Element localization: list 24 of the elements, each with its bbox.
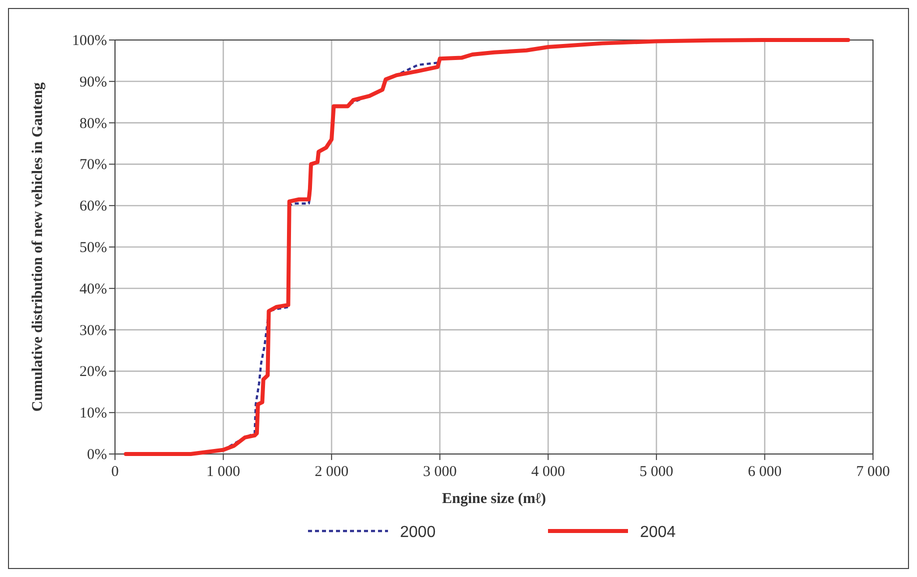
x-tick-label: 3 000 <box>422 464 457 480</box>
legend-label: 2000 <box>400 524 436 541</box>
x-tick-label: 5 000 <box>640 464 674 480</box>
y-tick-label: 20% <box>80 364 107 380</box>
y-tick-label: 50% <box>80 240 107 256</box>
x-tick-label: 2 000 <box>314 464 348 480</box>
y-tick-label: 10% <box>80 406 107 422</box>
y-tick-label: 90% <box>80 74 107 90</box>
y-tick-label: 80% <box>80 116 107 132</box>
x-tick-label: 7 000 <box>856 464 890 480</box>
y-tick-label: 60% <box>80 198 107 215</box>
y-axis-title: Cumulative distribution of new vehicles in Gauteng <box>30 82 46 412</box>
x-tick-label: 0 <box>111 464 119 480</box>
x-tick-label: 6 000 <box>748 464 782 480</box>
y-tick-label: 30% <box>80 322 107 339</box>
y-tick-label: 70% <box>80 157 107 174</box>
x-tick-label: 1 000 <box>206 464 240 480</box>
line-series <box>124 38 850 456</box>
y-tick-label: 100% <box>72 33 107 49</box>
y-tick-label: 0% <box>87 447 107 463</box>
legend-label: 2004 <box>640 524 676 541</box>
x-tick-label: 4 000 <box>531 464 566 480</box>
y-tick-label: 40% <box>80 281 107 298</box>
x-axis-title: Engine size (mℓ) <box>442 491 546 507</box>
